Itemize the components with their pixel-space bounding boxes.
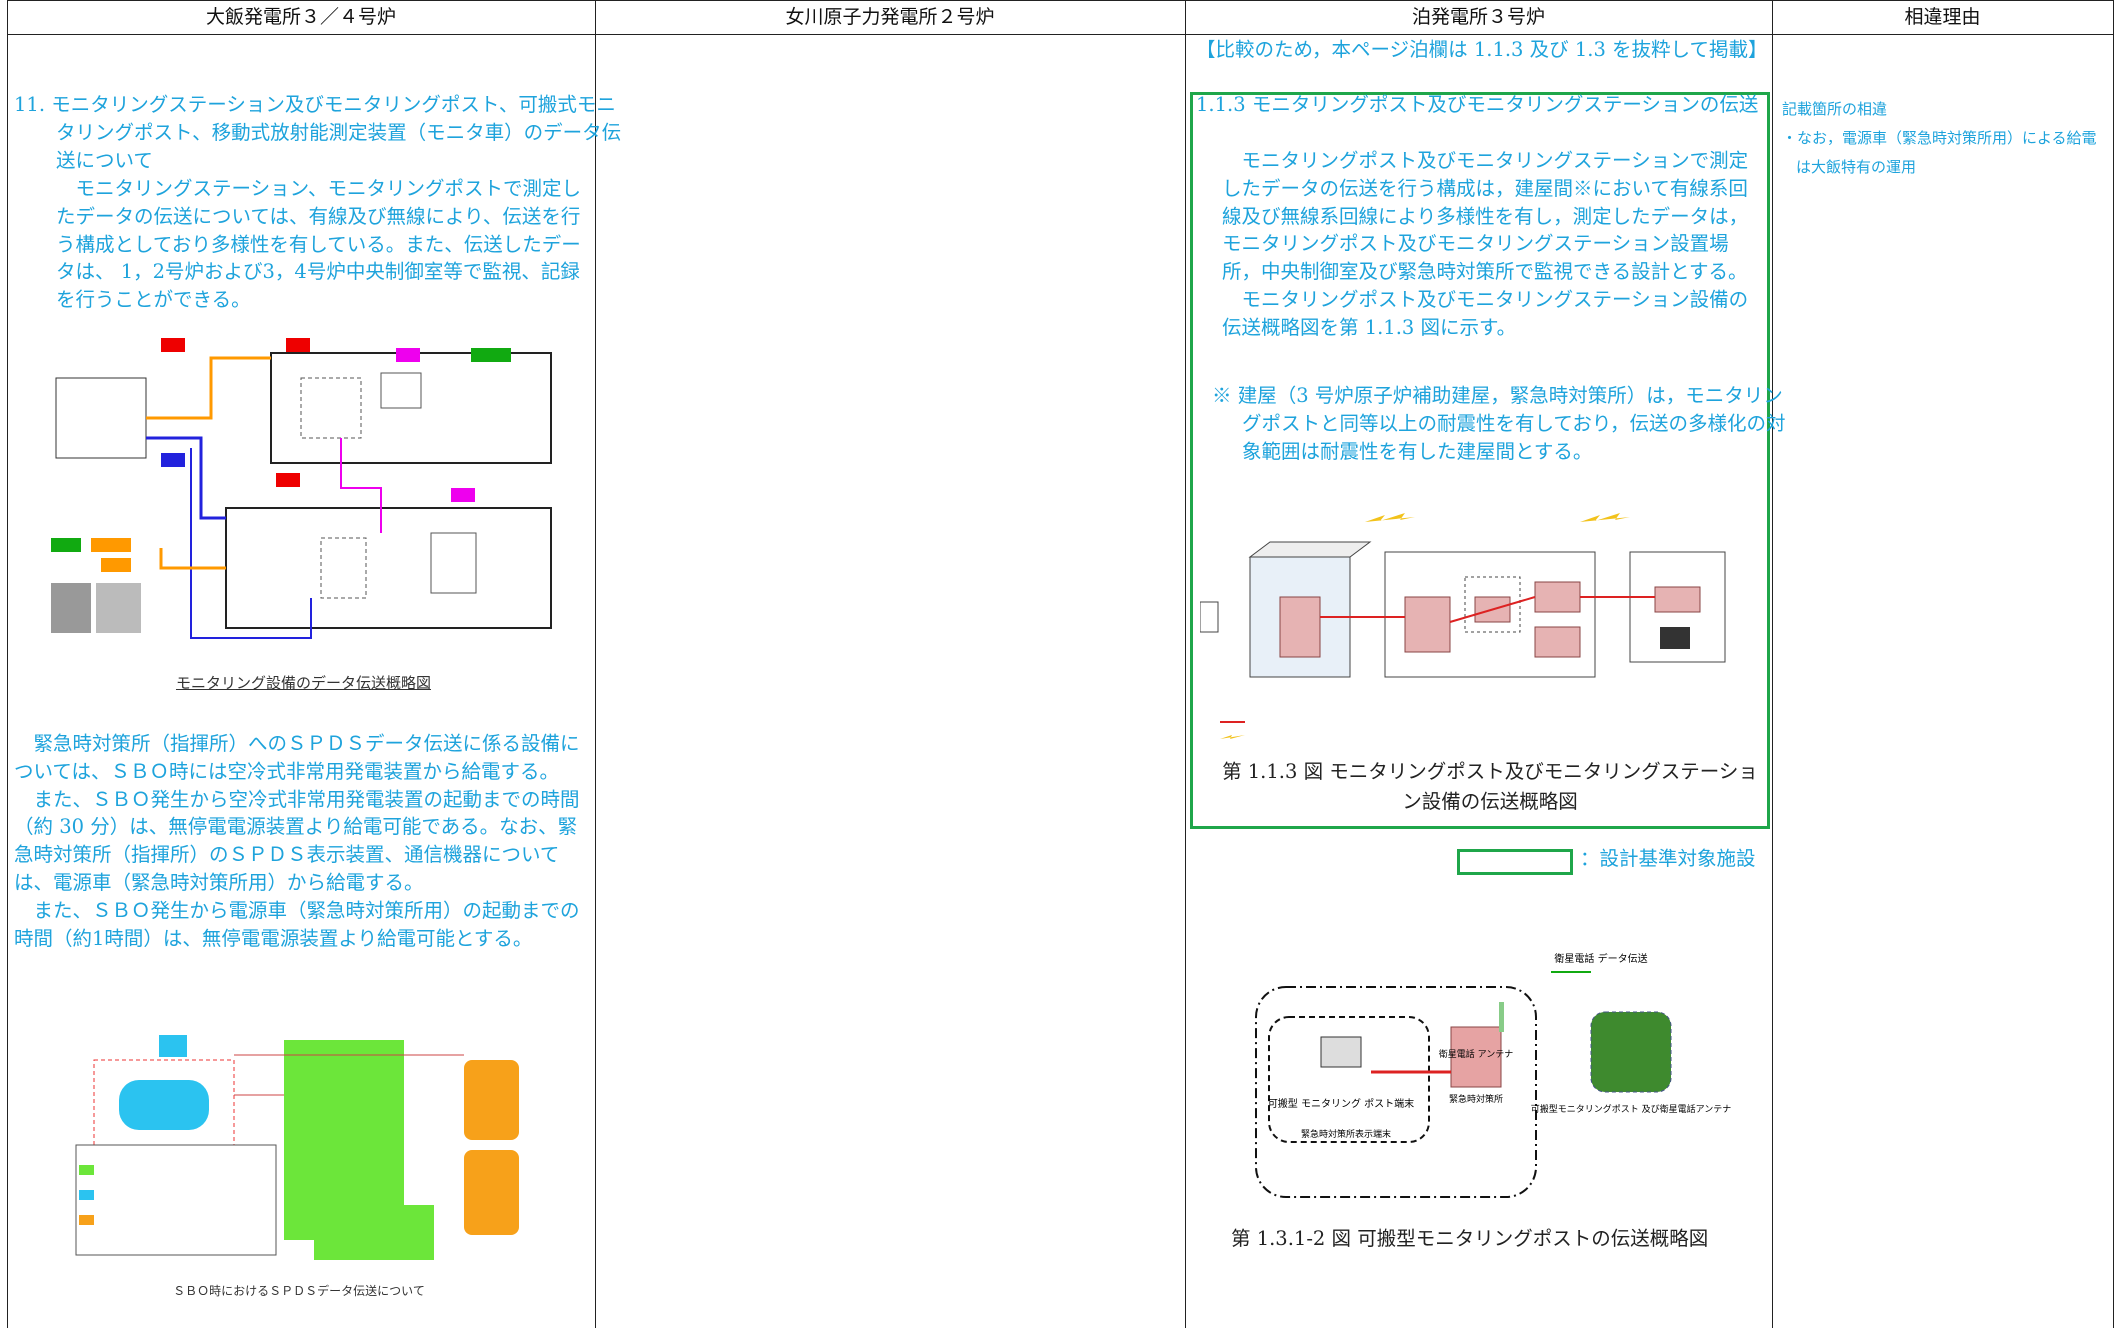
connector — [146, 356, 271, 420]
border — [1185, 0, 1186, 1328]
icon — [79, 1165, 94, 1175]
icon — [79, 1190, 94, 1200]
figure — [1200, 513, 1726, 739]
legend-icon — [1220, 735, 1245, 739]
connector — [146, 436, 226, 520]
paragraph: また、ＳＢＯ発生から空冷式非常用発電装置の起動までの時間（約 30 分）は、無停… — [14, 787, 580, 894]
paragraph: モニタリングポスト及びモニタリングステーション設備の伝送概略図を第 1.1.3 … — [1222, 287, 1749, 339]
photo — [1590, 1011, 1672, 1093]
text-block: 記載箇所の相違 ・なお，電源車（緊急時対策所用）による給電は大飯特有の運用 — [1782, 95, 2107, 182]
border — [2113, 0, 2114, 1328]
note: 【比較のため，本ページ泊欄は 1.1.3 及び 1.3 を抜粋して掲載】 — [1196, 38, 1768, 61]
icon — [51, 538, 81, 552]
heading: 1.1.3 モニタリングポスト及びモニタリングステーションの伝送 — [1196, 93, 1759, 116]
label: 衛星電話 データ伝送 — [1554, 952, 1647, 965]
highlight-frame — [1190, 92, 1770, 829]
shape — [55, 377, 147, 459]
caption: 第 1.3.1-2 図 可搬型モニタリングポストの伝送概略図 — [1231, 1227, 1709, 1250]
legend-box — [1457, 849, 1573, 875]
text-block: 緊急時対策所（指揮所）へのＳＰＤＳデータ伝送に係る設備については、ＳＢＯ時には空… — [14, 730, 589, 952]
icon — [161, 453, 185, 467]
caption: ＳＢＯ時におけるＳＰＤＳデータ伝送について — [173, 1284, 425, 1298]
border — [7, 0, 2114, 1]
icon — [451, 488, 475, 502]
photo — [96, 583, 141, 633]
icon — [471, 348, 511, 362]
photo — [51, 583, 91, 633]
legend-label: ：設計基準対象施設 — [1580, 847, 1756, 870]
icon — [276, 473, 300, 487]
shape — [1464, 576, 1521, 633]
label: 可搬型モニタリングポスト 及び衛星電話アンテナ — [1531, 1103, 1732, 1115]
header: 女川原子力発電所２号炉 — [785, 6, 995, 28]
icon — [1580, 513, 1630, 522]
shape — [464, 1060, 519, 1140]
connector — [159, 548, 226, 570]
shape — [380, 372, 422, 409]
icon — [1499, 1002, 1504, 1032]
paragraph: また、ＳＢＯ発生から電源車（緊急時対策所用）の起動までの時間（約1時間）は、無停… — [14, 898, 580, 950]
connector — [340, 438, 382, 533]
shape — [119, 1080, 209, 1130]
shape — [464, 1150, 519, 1235]
label: 衛星電話 アンテナ — [1439, 1048, 1514, 1060]
shape — [1654, 586, 1701, 613]
reason: ・なお，電源車（緊急時対策所用）による給電は大飯特有の運用 — [1782, 129, 2097, 176]
connector — [190, 448, 312, 639]
figure — [75, 1035, 519, 1260]
header: 大飯発電所３／４号炉 — [205, 6, 396, 28]
text-block: モニタリングポスト及びモニタリングステーションで測定したデータの伝送を行う構成は… — [1222, 147, 1767, 342]
border — [7, 34, 2114, 35]
label: 可搬型 モニタリング ポスト端末 — [1268, 1097, 1414, 1110]
heading: 11. モニタリングステーション及びモニタリングポスト、可搬式モニタリングポスト… — [14, 93, 622, 172]
icon — [1660, 627, 1690, 649]
icon — [101, 558, 131, 572]
text-block: モニタリングステーション、モニタリングポストで測定したデータの伝送については、有… — [56, 175, 589, 314]
icon — [396, 348, 420, 362]
shape — [314, 1205, 434, 1260]
legend-table — [75, 1144, 277, 1256]
icon — [79, 1215, 94, 1225]
reason: 記載箇所の相違 — [1782, 100, 1888, 118]
shape — [1268, 1016, 1430, 1143]
paragraph: モニタリングステーション、モニタリングポストで測定したデータの伝送については、有… — [56, 177, 581, 312]
border — [7, 0, 8, 1328]
icon — [91, 538, 131, 552]
shape — [225, 507, 552, 629]
shape — [300, 377, 362, 439]
icon — [161, 338, 185, 352]
shape — [320, 537, 367, 599]
paragraph: モニタリングポスト及びモニタリングステーションで測定したデータの伝送を行う構成は… — [1222, 149, 1749, 284]
border — [595, 0, 596, 1328]
header: 泊発電所３号炉 — [1411, 6, 1545, 28]
shape — [1255, 986, 1537, 1198]
connector — [1449, 596, 1536, 623]
label: 緊急時対策所 — [1449, 1093, 1503, 1105]
icon — [286, 338, 310, 352]
remark: ※ 建屋（3 号炉原子炉補助建屋，緊急時対策所）は，モニタリングポストと同等以上… — [1212, 384, 1786, 463]
icon — [1200, 601, 1219, 633]
caption: 第 1.1.3 図 モニタリングポスト及びモニタリングステーション設備の伝送概略… — [1222, 760, 1758, 813]
paragraph: 緊急時対策所（指揮所）へのＳＰＤＳデータ伝送に係る設備については、ＳＢＯ時には空… — [14, 732, 580, 783]
icon — [1365, 513, 1415, 522]
shape — [1404, 596, 1451, 653]
label: 緊急時対策所表示端末 — [1301, 1128, 1391, 1140]
shape — [1248, 541, 1372, 558]
shape — [1450, 1026, 1502, 1088]
shape — [1534, 626, 1581, 658]
figure: 衛星電話 データ伝送 可搬型 モニタリング ポスト端末 衛星電話 アンテナ 緊急… — [1255, 952, 1732, 1198]
shape — [1279, 596, 1321, 658]
shape — [430, 532, 477, 594]
caption: モニタリング設備のデータ伝送概略図 — [175, 674, 431, 692]
icon — [1320, 1036, 1362, 1068]
figure — [51, 338, 552, 639]
border — [1772, 0, 1773, 1328]
icon — [159, 1035, 187, 1057]
header: 相違理由 — [1904, 6, 1981, 28]
shape — [1534, 581, 1581, 613]
